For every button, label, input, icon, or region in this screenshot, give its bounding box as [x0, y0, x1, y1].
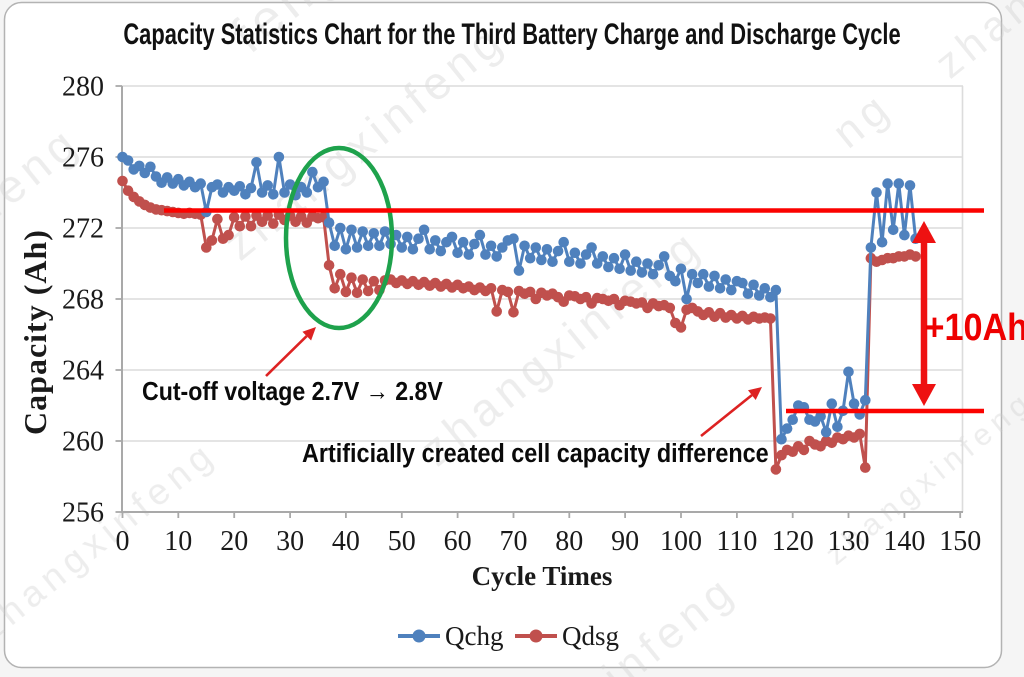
svg-text:272: 272: [62, 214, 104, 245]
svg-text:40: 40: [332, 526, 360, 557]
svg-text:80: 80: [555, 526, 583, 557]
svg-text:60: 60: [444, 526, 472, 557]
svg-text:120: 120: [772, 526, 814, 557]
svg-text:10: 10: [164, 526, 192, 557]
svg-text:130: 130: [828, 526, 870, 557]
svg-text:30: 30: [276, 526, 304, 557]
svg-text:256: 256: [62, 498, 104, 529]
svg-text:Qchg: Qchg: [445, 621, 503, 651]
svg-text:+10Ah: +10Ah: [925, 305, 1024, 348]
svg-text:260: 260: [62, 427, 104, 458]
svg-text:280: 280: [62, 72, 104, 103]
svg-text:Cycle Times: Cycle Times: [472, 561, 613, 591]
svg-text:Artificially created cell capa: Artificially created cell capacity diffe…: [302, 440, 769, 468]
svg-text:70: 70: [500, 526, 528, 557]
svg-text:Capacity (Ah): Capacity (Ah): [17, 229, 53, 435]
svg-text:100: 100: [660, 526, 702, 557]
svg-text:268: 268: [62, 285, 104, 316]
svg-text:Qdsg: Qdsg: [562, 621, 619, 651]
svg-text:20: 20: [220, 526, 248, 557]
svg-text:140: 140: [883, 526, 925, 557]
svg-text:50: 50: [388, 526, 416, 557]
svg-text:264: 264: [62, 356, 104, 387]
svg-text:276: 276: [62, 143, 104, 174]
svg-text:110: 110: [716, 526, 757, 557]
svg-text:Capacity Statistics Chart for: Capacity Statistics Chart for the Third …: [123, 17, 900, 51]
svg-text:90: 90: [611, 526, 639, 557]
svg-text:150: 150: [939, 526, 981, 557]
svg-text:0: 0: [116, 526, 130, 557]
svg-text:Cut-off voltage 2.7V → 2.8V: Cut-off voltage 2.7V → 2.8V: [142, 378, 443, 407]
